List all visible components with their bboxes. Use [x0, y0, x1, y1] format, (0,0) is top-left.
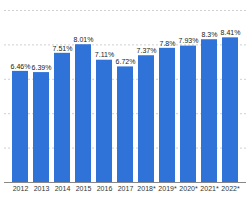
svg-text:2012: 2012 [13, 185, 29, 192]
svg-text:2014: 2014 [55, 185, 71, 192]
svg-text:2022*: 2022* [221, 185, 240, 192]
svg-text:7.8%: 7.8% [160, 40, 176, 47]
svg-text:6.72%: 6.72% [116, 58, 136, 65]
svg-text:7.11%: 7.11% [95, 51, 114, 58]
svg-text:2019*: 2019* [158, 185, 177, 192]
svg-text:6.39%: 6.39% [32, 64, 52, 71]
svg-text:8.01%: 8.01% [74, 36, 94, 43]
svg-text:2015: 2015 [76, 185, 92, 192]
svg-text:6.46%: 6.46% [11, 63, 31, 70]
svg-text:7.51%: 7.51% [53, 45, 73, 52]
svg-text:2013: 2013 [34, 185, 50, 192]
svg-text:2021*: 2021* [200, 185, 219, 192]
svg-text:8.3%: 8.3% [202, 31, 218, 38]
svg-text:7.37%: 7.37% [137, 47, 157, 54]
svg-text:2020*: 2020* [179, 185, 198, 192]
svg-text:7.93%: 7.93% [179, 37, 199, 44]
svg-text:8.41%: 8.41% [221, 29, 241, 36]
svg-text:2017: 2017 [118, 185, 134, 192]
svg-text:2016: 2016 [97, 185, 113, 192]
svg-text:2018*: 2018* [137, 185, 156, 192]
